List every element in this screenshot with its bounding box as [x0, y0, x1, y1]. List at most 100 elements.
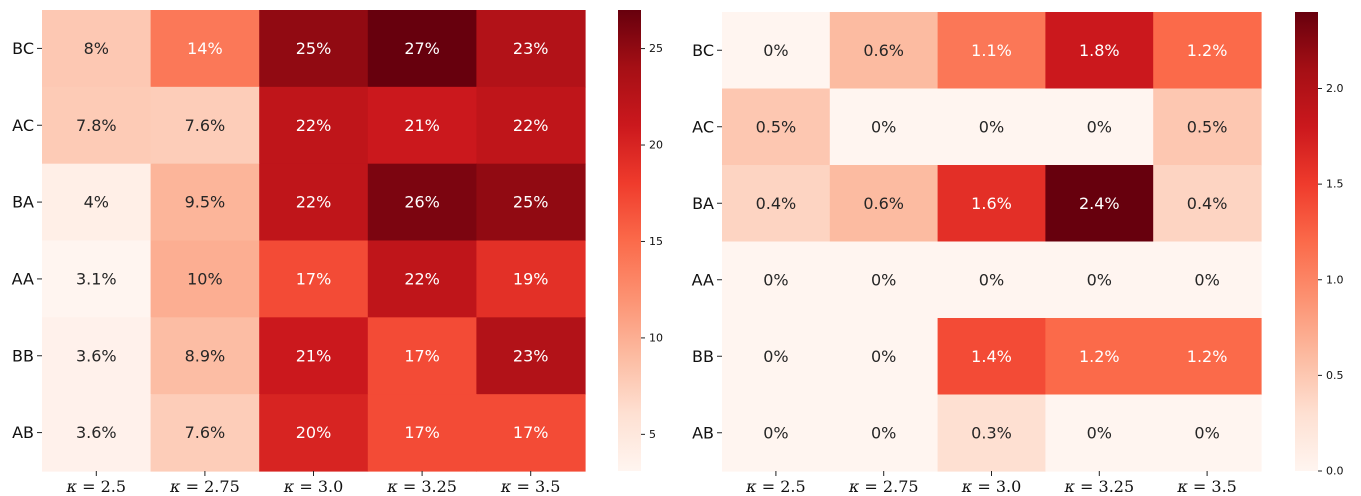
- heatmap-cell-ba-4: [476, 163, 586, 242]
- heatmap-cell-aa-4: [476, 240, 586, 318]
- cell-value-label: 17%: [404, 423, 440, 442]
- cell-value-label: 0%: [763, 423, 788, 442]
- cell-value-label: 2.4%: [1079, 194, 1120, 213]
- x-tick-label-3: κ = 3.25: [386, 477, 457, 496]
- heatmap-cell-bb-0: [42, 317, 152, 395]
- y-tick-label-aa: AA: [12, 269, 34, 288]
- y-tick-label-ba: BA: [12, 193, 34, 212]
- heatmap-panel-right: 0% 0.6% 1.1% 1.8% 1.2% 0.5% 0% 0% 0% 0.5% 0.4% 0.6%…: [692, 12, 1344, 496]
- cell-value-label: 4%: [84, 193, 109, 212]
- cell-value-label: 27%: [404, 39, 440, 58]
- colorbar-tick-label: 2.0: [1326, 82, 1344, 95]
- heatmap-cell-ac-1: [150, 86, 260, 165]
- y-tick-label-ac: AC: [12, 116, 34, 135]
- heatmap-cell-ac-3: [367, 86, 477, 165]
- cell-value-label: 0%: [763, 347, 788, 366]
- cell-value-label: 22%: [296, 193, 332, 212]
- heatmap-cell-aa-2: [937, 241, 1046, 319]
- colorbar-tick-label: 5: [649, 428, 656, 441]
- cell-value-label: 22%: [513, 116, 549, 135]
- heatmap-cell-bc-1: [150, 10, 260, 88]
- heatmap-cell-aa-4: [1153, 241, 1262, 319]
- heatmap-cell-aa-1: [829, 241, 939, 319]
- colorbar-tick-label: 25: [649, 42, 663, 55]
- cell-value-label: 1.8%: [1079, 41, 1120, 60]
- cell-value-label: 22%: [404, 269, 440, 288]
- cell-value-label: 0%: [871, 270, 896, 289]
- x-tick-label-0: κ = 2.5: [745, 477, 806, 496]
- cell-value-label: 7.6%: [185, 116, 226, 135]
- cell-value-label: 0.3%: [971, 423, 1012, 442]
- heatmap-cell-bc-0: [722, 12, 831, 90]
- heatmap-cell-ba-1: [150, 163, 260, 242]
- heatmap-cell-ac-2: [259, 86, 369, 165]
- cell-value-label: 20%: [296, 423, 332, 442]
- y-tick-label-bc: BC: [12, 39, 34, 58]
- heatmap-cell-ab-2: [259, 394, 369, 472]
- cell-value-label: 0%: [871, 423, 896, 442]
- cell-value-label: 0.4%: [756, 194, 797, 213]
- x-tick-label-4: κ = 3.5: [500, 477, 561, 496]
- heatmap-cell-bc-4: [476, 10, 586, 88]
- colorbar-tick-label: 0.5: [1326, 369, 1344, 382]
- cell-value-label: 21%: [296, 346, 332, 365]
- cell-value-label: 9.5%: [185, 193, 226, 212]
- x-tick-label-1: κ = 2.75: [848, 477, 919, 496]
- heatmap-cell-bc-1: [829, 12, 939, 90]
- x-tick-label-1: κ = 2.75: [169, 477, 240, 496]
- cell-value-label: 17%: [296, 269, 332, 288]
- heatmap-cell-ba-2: [259, 163, 369, 242]
- heatmap-cell-bc-2: [937, 12, 1046, 90]
- cell-value-label: 1.2%: [1187, 41, 1228, 60]
- heatmap-cell-ac-4: [476, 86, 586, 165]
- x-tick-label-2: κ = 3.0: [283, 477, 344, 496]
- cell-value-label: 25%: [513, 193, 549, 212]
- heatmap-cell-bc-3: [367, 10, 477, 88]
- heatmap-cell-ab-3: [367, 394, 477, 472]
- heatmap-cell-bb-3: [367, 317, 477, 395]
- heatmap-cell-bc-0: [42, 10, 152, 88]
- cell-value-label: 0.6%: [863, 41, 904, 60]
- heatmap-cell-ba-4: [1153, 165, 1262, 243]
- cell-value-label: 0%: [1194, 423, 1219, 442]
- cell-value-label: 19%: [513, 269, 549, 288]
- cell-value-label: 1.2%: [1187, 347, 1228, 366]
- heatmap-cell-ac-2: [937, 88, 1046, 166]
- heatmap-cell-ac-1: [829, 88, 939, 166]
- cell-value-label: 8%: [84, 39, 109, 58]
- heatmap-cell-aa-0: [722, 241, 831, 319]
- heatmap-cell-bb-2: [259, 317, 369, 395]
- cell-value-label: 0.5%: [1187, 117, 1228, 136]
- cell-value-label: 1.2%: [1079, 347, 1120, 366]
- heatmap-cell-ab-2: [937, 394, 1046, 472]
- cell-value-label: 7.6%: [185, 423, 226, 442]
- cell-value-label: 8.9%: [185, 346, 226, 365]
- heatmap-cell-ba-1: [829, 165, 939, 243]
- x-tick-label-0: κ = 2.5: [66, 477, 127, 496]
- cell-value-label: 22%: [296, 116, 332, 135]
- heatmap-cell-ac-4: [1153, 88, 1262, 166]
- heatmap-cell-ac-0: [722, 88, 831, 166]
- cell-value-label: 23%: [513, 39, 549, 58]
- heatmap-cell-ab-1: [829, 394, 939, 472]
- heatmap-cell-bc-3: [1045, 12, 1154, 90]
- heatmap-cell-bb-0: [722, 318, 831, 396]
- cell-value-label: 0%: [1087, 270, 1112, 289]
- cell-value-label: 1.6%: [971, 194, 1012, 213]
- colorbar-tick-label: 0.0: [1326, 465, 1344, 478]
- cell-value-label: 0.5%: [756, 117, 797, 136]
- cell-value-label: 26%: [404, 193, 440, 212]
- cell-value-label: 1.1%: [971, 41, 1012, 60]
- y-tick-label-ab: AB: [692, 423, 714, 442]
- cell-value-label: 0%: [1194, 270, 1219, 289]
- cell-value-label: 0%: [871, 117, 896, 136]
- heatmap-cell-aa-1: [150, 240, 260, 318]
- cell-value-label: 10%: [187, 269, 223, 288]
- cell-value-label: 0%: [979, 117, 1004, 136]
- cell-value-label: 25%: [296, 39, 332, 58]
- heatmap-cell-ab-0: [42, 394, 152, 472]
- cell-value-label: 3.1%: [76, 269, 117, 288]
- heatmap-cell-ab-3: [1045, 394, 1154, 472]
- colorbar-tick-label: 1.0: [1326, 273, 1344, 286]
